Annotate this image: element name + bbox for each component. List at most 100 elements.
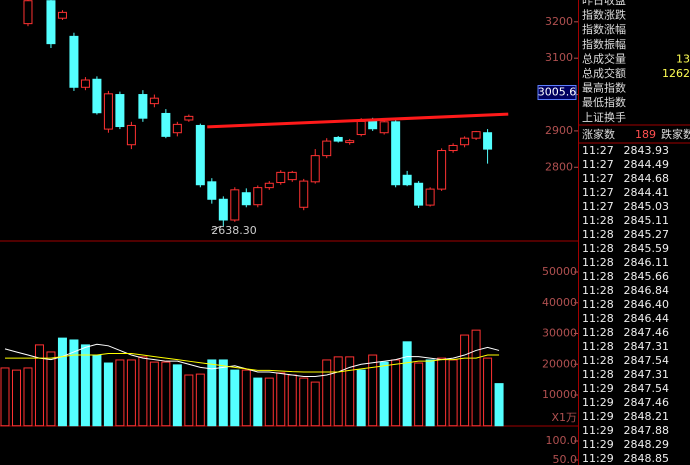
tick-time: 11:29 xyxy=(582,382,614,395)
candle-body xyxy=(161,112,171,137)
volume-bar xyxy=(57,337,67,427)
volume-bar xyxy=(414,362,424,427)
candle-body xyxy=(414,182,424,206)
breadth-up-count: 189 xyxy=(635,128,656,141)
candle-body xyxy=(402,174,412,186)
volume-ma-line xyxy=(5,352,500,373)
candle-body xyxy=(138,94,148,119)
tick-price: 2848.29 xyxy=(624,438,670,451)
quote-label: 最低指数 xyxy=(582,95,626,109)
volume-bar xyxy=(184,374,194,427)
volume-bar xyxy=(115,359,125,427)
tick-price: 2844.68 xyxy=(624,172,670,185)
y-tick-label: 100.0 xyxy=(546,434,578,447)
low-arrow xyxy=(211,225,222,231)
candle-body xyxy=(103,93,113,130)
tick-time: 11:28 xyxy=(582,256,614,269)
tick-price: 2844.49 xyxy=(624,158,670,171)
tick-time: 11:27 xyxy=(582,144,614,157)
candle-body xyxy=(80,79,90,88)
tick-time: 11:28 xyxy=(582,242,614,255)
candle-body xyxy=(218,198,228,221)
volume-bar xyxy=(276,372,286,427)
volume-bar xyxy=(253,377,263,427)
tick-time: 11:29 xyxy=(582,410,614,423)
candle-body xyxy=(356,120,366,136)
y-tick-label: 20000 xyxy=(542,357,577,370)
volume-bar xyxy=(391,359,401,427)
volume-ma-line xyxy=(4,343,500,378)
volume-bar xyxy=(356,369,366,427)
y-tick-label: 2800 xyxy=(545,160,573,173)
volume-bar xyxy=(230,369,240,427)
candle-body xyxy=(437,150,447,190)
tick-time: 11:27 xyxy=(582,186,614,199)
volume-bar xyxy=(0,367,10,427)
tick-price: 2848.21 xyxy=(624,410,670,423)
tick-price: 2844.41 xyxy=(624,186,670,199)
tick-time: 11:28 xyxy=(582,214,614,227)
volume-bar xyxy=(161,361,171,427)
y-tick-label: 40000 xyxy=(542,296,577,309)
volume-bar xyxy=(195,373,205,427)
tick-time: 11:28 xyxy=(582,368,614,381)
candle-body xyxy=(126,124,136,146)
last-price-label: 3005.6 xyxy=(538,86,577,99)
volume-bar xyxy=(23,367,33,427)
quote-value: 13 xyxy=(676,52,690,65)
candle-body xyxy=(92,78,102,114)
tick-time: 11:27 xyxy=(582,200,614,213)
candle-body xyxy=(46,0,56,45)
candle-body xyxy=(23,0,33,25)
candle-body xyxy=(230,189,240,221)
tick-price: 2845.27 xyxy=(624,228,670,241)
tick-price: 2847.46 xyxy=(624,396,670,409)
tick-price: 2846.40 xyxy=(624,298,670,311)
candle-body xyxy=(276,171,286,184)
candle-body xyxy=(379,121,389,134)
tick-price: 2846.11 xyxy=(624,256,670,269)
y-tick-label: 50.0 xyxy=(553,453,578,465)
breadth-down-label: 跌家数 xyxy=(661,127,690,141)
volume-bar xyxy=(264,377,274,427)
candle-body xyxy=(172,123,182,134)
candle-body xyxy=(149,97,159,105)
candle-body xyxy=(264,182,274,189)
tick-time: 11:28 xyxy=(582,284,614,297)
price-panel xyxy=(23,0,493,227)
last-price-box xyxy=(537,85,577,101)
tick-price: 2843.93 xyxy=(624,144,670,157)
y-tick-label: 3200 xyxy=(545,15,573,28)
volume-bar xyxy=(460,334,470,427)
volume-bar xyxy=(310,381,320,427)
tick-time: 11:28 xyxy=(582,312,614,325)
tick-price: 2847.46 xyxy=(624,326,670,339)
volume-bar xyxy=(287,374,297,427)
volume-bar xyxy=(69,339,79,427)
candle-body xyxy=(333,136,343,142)
tick-price: 2847.88 xyxy=(624,424,670,437)
volume-bar xyxy=(494,383,504,427)
y-tick-label: 2900 xyxy=(545,124,573,137)
tick-price: 2847.31 xyxy=(624,340,670,353)
candle-body xyxy=(448,144,458,152)
volume-bar xyxy=(126,359,136,427)
volume-bar xyxy=(34,344,44,427)
volume-bar xyxy=(172,364,182,427)
y-tick-label: 30000 xyxy=(542,327,577,340)
candle-body xyxy=(391,121,401,186)
candle-body xyxy=(471,131,481,139)
candle-body xyxy=(57,11,67,19)
volume-bar xyxy=(92,354,102,427)
tick-time: 11:29 xyxy=(582,438,614,451)
volume-bar xyxy=(299,377,309,427)
candle-body xyxy=(241,192,251,206)
volume-bar xyxy=(103,362,113,427)
tick-time: 11:29 xyxy=(582,424,614,437)
volume-bar xyxy=(483,357,493,427)
tick-price: 2845.66 xyxy=(624,270,670,283)
tick-time: 11:27 xyxy=(582,172,614,185)
breadth-up-label: 涨家数 xyxy=(582,127,615,141)
